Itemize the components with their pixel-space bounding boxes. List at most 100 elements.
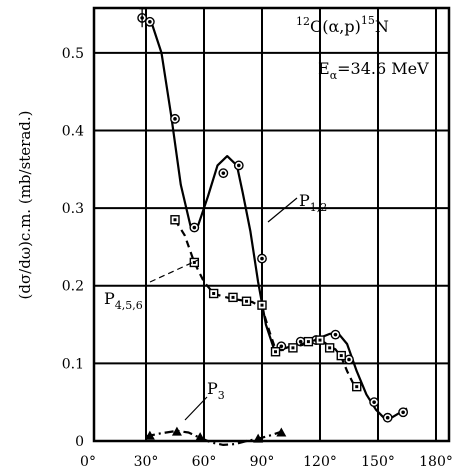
data-point-core [212,292,216,296]
energy-value: =34.6 MeV [337,59,429,78]
data-point-0 [233,160,244,171]
data-point-1 [352,381,362,392]
y-tick-label: 0 [75,434,84,450]
series-layer [137,7,409,446]
data-point-2 [144,430,155,440]
data-point-0 [398,407,409,418]
x-tick-label: 30° [134,454,159,470]
data-point-0 [257,253,267,264]
series-label-p3-main: P [207,379,218,398]
series-pointer-p3 [184,396,208,421]
x-tick-labels: 0° 30° 60° 90° 120° 150° 180° [80,454,453,470]
x-tick-label: 90° [250,454,275,470]
data-point-2 [276,427,287,437]
x-tick-label: 150° [361,454,395,470]
data-point-1 [228,292,238,303]
data-point-0 [144,16,155,27]
data-point-core [298,339,303,344]
energy-subscript: α [330,69,338,82]
y-tick-label: 0.3 [62,201,84,217]
data-point-0 [344,354,354,365]
data-point-core [339,354,343,358]
data-point-1 [324,343,335,353]
series-label-p456-main: P [104,289,115,308]
data-point-core [192,260,196,264]
reaction-label: 12C(α,p)15N [296,14,389,36]
series-label-p12-sub: 1,2 [310,201,328,214]
y-tick-label: 0.2 [62,279,84,295]
data-point-2 [195,432,206,442]
data-point-core [401,410,405,415]
data-point-core [260,256,264,261]
grid [94,8,449,441]
y-tick-label: 0.5 [62,46,84,62]
y-tick-label: 0.4 [62,123,84,139]
data-point-0 [369,397,380,408]
data-point-marker [144,430,155,440]
data-point-core [245,299,249,303]
series-label-p456-sub: 4,5,6 [115,299,143,312]
series-label-p12-main: P [299,191,310,210]
data-point-core [318,338,322,342]
y-tick-labels: 0 0.1 0.2 0.3 0.4 0.5 [62,46,84,450]
data-point-core [333,332,338,337]
data-point-marker [276,427,287,437]
data-point-0 [170,113,180,124]
data-point-0 [330,329,341,340]
data-point-marker [171,426,182,436]
energy-symbol: E [318,59,330,78]
series-pointer-p456 [149,259,199,283]
series-pointer-p12 [267,197,298,223]
data-point-1 [189,257,200,268]
data-point-1 [170,215,180,225]
data-point-0 [189,222,200,233]
data-point-core [279,344,284,349]
data-point-1 [336,350,346,361]
data-point-core [148,19,152,24]
data-point-marker [195,432,206,442]
series-label-p3-sub: 3 [218,389,225,402]
data-point-core [328,346,332,350]
data-point-core [355,385,359,389]
data-point-1 [270,347,281,357]
y-tick-label: 0.1 [62,356,84,372]
energy-label: Eα=34.6 MeV [318,59,429,82]
data-point-1 [288,343,298,353]
x-tick-label: 0° [80,454,96,470]
data-point-core [274,350,278,354]
series-label-p456: P4,5,6 [104,289,143,312]
plot-frame [92,6,451,443]
series-line-1 [174,219,358,389]
data-point-core [236,163,241,168]
x-tick-label: 60° [192,454,217,470]
data-point-2 [171,426,182,436]
data-point-1 [303,336,314,347]
data-point-1 [315,335,325,345]
reaction-mass-post: 15 [361,14,375,27]
data-point-core [221,171,226,175]
data-point-core [173,117,177,121]
x-tick-label: 120° [303,454,337,470]
data-point-core [260,303,264,307]
data-point-0 [218,168,229,179]
reaction-main: C(α,p) [310,17,361,36]
reaction-nucleus: N [375,17,389,36]
data-point-core [306,340,310,344]
series-label-p3: P3 [207,379,225,402]
data-point-1 [257,300,267,310]
data-point-core [173,218,177,222]
data-point-2 [253,433,264,443]
data-point-core [385,415,390,420]
data-point-1 [241,296,252,306]
y-axis-label: (dσ/dω)c.m. (mb/sterad.) [16,110,34,299]
data-point-marker [253,433,264,443]
data-point-core [231,295,235,299]
data-point-core [291,346,295,350]
reaction-mass-pre: 12 [296,15,310,28]
data-point-core [347,357,351,362]
data-point-0 [382,412,393,423]
data-point-core [192,225,197,230]
data-point-core [372,400,376,404]
series-label-p12: P1,2 [299,191,327,214]
